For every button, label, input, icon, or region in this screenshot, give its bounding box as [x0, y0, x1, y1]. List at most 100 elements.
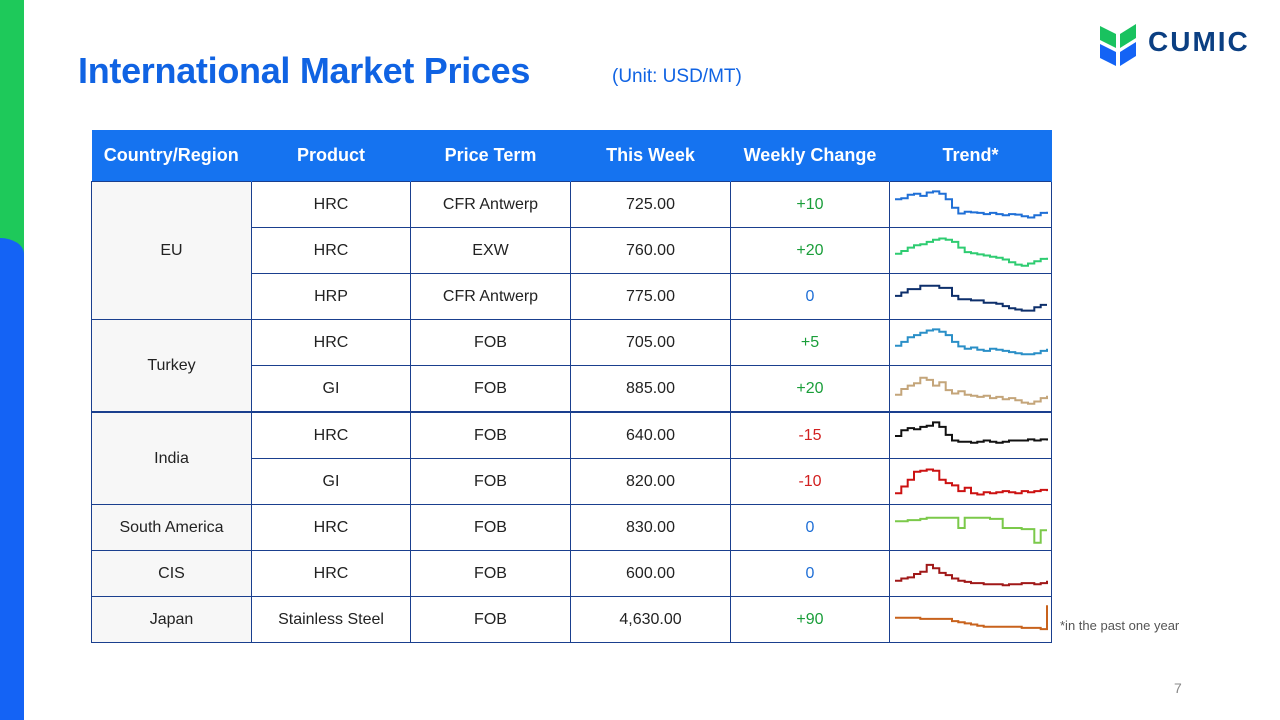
- trend-sparkline: [894, 237, 1048, 267]
- cumic-logo-icon: [1100, 24, 1136, 66]
- product-cell: HRC: [251, 319, 411, 366]
- col-header-product: Product: [251, 130, 411, 182]
- price-cell: 820.00: [570, 458, 731, 505]
- trend-line: [894, 516, 1047, 544]
- product-cell: HRC: [251, 181, 411, 228]
- trend-cell: [889, 227, 1052, 274]
- trend-cell: [889, 273, 1052, 320]
- price-cell: 705.00: [570, 319, 731, 366]
- change-cell: +10: [730, 181, 890, 228]
- term-cell: CFR Antwerp: [410, 273, 571, 320]
- product-cell: HRP: [251, 273, 411, 320]
- term-cell: EXW: [410, 227, 571, 274]
- trend-sparkline: [894, 189, 1048, 218]
- trend-line: [894, 327, 1048, 355]
- trend-sparkline: [894, 284, 1047, 312]
- trend-cell: [889, 181, 1052, 228]
- green-accent: [0, 0, 24, 260]
- term-cell: FOB: [410, 411, 571, 459]
- trend-sparkline: [894, 327, 1048, 355]
- trend-cell: [889, 504, 1052, 551]
- term-cell: FOB: [410, 504, 571, 551]
- trend-cell: [889, 550, 1052, 597]
- price-cell: 775.00: [570, 273, 731, 320]
- term-cell: FOB: [410, 319, 571, 366]
- group-cell-india: India: [91, 411, 252, 505]
- price-cell: 830.00: [570, 504, 731, 551]
- trend-line: [894, 604, 1048, 630]
- table-row: EU HRC CFR Antwerp 725.00 +10: [91, 181, 1052, 320]
- trend-cell: [889, 458, 1052, 505]
- col-header-trend: Trend*: [889, 130, 1052, 182]
- table-row: South America HRC FOB 830.00 0: [91, 504, 1052, 551]
- price-cell: 760.00: [570, 227, 731, 274]
- group-cell-eu: EU: [91, 181, 252, 320]
- page-number: 7: [1174, 680, 1182, 696]
- price-cell: 640.00: [570, 411, 731, 459]
- logo-text: CUMIC: [1148, 26, 1250, 57]
- table-row: Japan Stainless Steel FOB 4,630.00 +90: [91, 596, 1052, 643]
- product-cell: HRC: [251, 411, 411, 459]
- price-cell: 4,630.00: [570, 596, 731, 643]
- term-cell: CFR Antwerp: [410, 181, 571, 228]
- trend-line: [894, 284, 1047, 312]
- group-cell-cis: CIS: [91, 550, 252, 597]
- product-cell: GI: [251, 458, 411, 505]
- change-cell: +90: [730, 596, 890, 643]
- product-cell: GI: [251, 365, 411, 413]
- trend-cell: [889, 411, 1052, 459]
- group-cell-japan: Japan: [91, 596, 252, 643]
- product-cell: Stainless Steel: [251, 596, 411, 643]
- cumic-logo: CUMIC: [1098, 20, 1258, 70]
- change-cell: -10: [730, 458, 890, 505]
- trend-line: [894, 563, 1048, 586]
- trend-cell: [889, 365, 1052, 413]
- price-cell: 885.00: [570, 365, 731, 413]
- product-cell: HRC: [251, 227, 411, 274]
- change-cell: +20: [730, 365, 890, 413]
- trend-line: [894, 376, 1048, 405]
- trend-line: [894, 237, 1048, 267]
- trend-cell: [889, 319, 1052, 366]
- table-row: GI FOB 885.00 +20: [92, 365, 1052, 413]
- product-cell: HRC: [251, 550, 411, 597]
- table-row: HRP CFR Antwerp 775.00 0: [92, 273, 1052, 320]
- trend-line: [894, 420, 1048, 444]
- col-header-weekly-change: Weekly Change: [730, 130, 890, 182]
- term-cell: FOB: [410, 458, 571, 505]
- group-cell-south-america: South America: [91, 504, 252, 551]
- col-header-this-week: This Week: [570, 130, 731, 182]
- trend-line: [894, 468, 1048, 495]
- product-cell: HRC: [251, 504, 411, 551]
- change-cell: +5: [730, 319, 890, 366]
- header-row: Country/Region Product Price Term This W…: [91, 130, 1052, 182]
- unit-label: (Unit: USD/MT): [612, 66, 742, 87]
- price-table: Country/Region Product Price Term This W…: [91, 130, 1052, 643]
- price-cell: 725.00: [570, 181, 731, 228]
- blue-accent: [0, 238, 24, 720]
- group-cell-turkey: Turkey: [91, 319, 252, 413]
- change-cell: 0: [730, 550, 890, 597]
- page-title: International Market Prices: [78, 50, 531, 91]
- left-accent-bar: [0, 0, 24, 720]
- trend-sparkline: [894, 563, 1048, 586]
- trend-line: [894, 189, 1048, 218]
- col-header-country: Country/Region: [91, 130, 252, 182]
- table-row: Turkey HRC FOB 705.00 +5: [91, 319, 1052, 413]
- change-cell: 0: [730, 273, 890, 320]
- term-cell: FOB: [410, 596, 571, 643]
- change-cell: 0: [730, 504, 890, 551]
- trend-sparkline: [894, 604, 1048, 630]
- table-row: CIS HRC FOB 600.00 0: [91, 550, 1052, 597]
- table-row: GI FOB 820.00 -10: [92, 458, 1052, 505]
- term-cell: FOB: [410, 550, 571, 597]
- trend-sparkline: [894, 376, 1048, 405]
- change-cell: +20: [730, 227, 890, 274]
- table-row: HRC EXW 760.00 +20: [92, 227, 1052, 274]
- trend-sparkline: [894, 516, 1047, 544]
- trend-sparkline: [894, 468, 1048, 495]
- trend-sparkline: [894, 420, 1048, 444]
- trend-cell: [889, 596, 1052, 643]
- col-header-price-term: Price Term: [410, 130, 571, 182]
- footnote: *in the past one year: [1060, 618, 1180, 633]
